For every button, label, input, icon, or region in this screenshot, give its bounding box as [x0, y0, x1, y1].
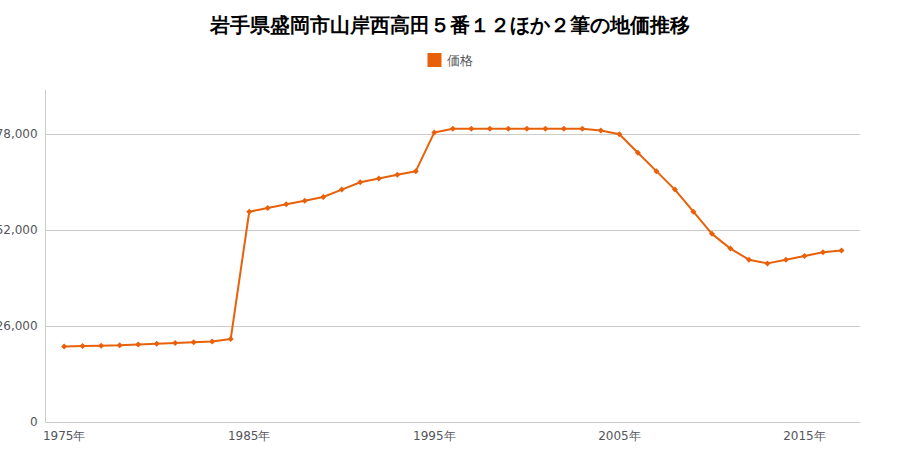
svg-text:1995年: 1995年	[413, 429, 456, 443]
svg-text:26,000: 26,000	[0, 319, 38, 333]
svg-text:岩手県盛岡市山岸西高田５番１２ほか２筆の地価推移: 岩手県盛岡市山岸西高田５番１２ほか２筆の地価推移	[209, 13, 690, 37]
svg-text:78,000: 78,000	[0, 127, 38, 141]
svg-text:2005年: 2005年	[598, 429, 641, 443]
svg-text:1975年: 1975年	[43, 429, 86, 443]
svg-text:価格: 価格	[447, 53, 473, 68]
svg-text:2015年: 2015年	[783, 429, 826, 443]
svg-text:52,000: 52,000	[0, 223, 38, 237]
svg-text:0: 0	[30, 415, 38, 429]
svg-text:1985年: 1985年	[228, 429, 271, 443]
